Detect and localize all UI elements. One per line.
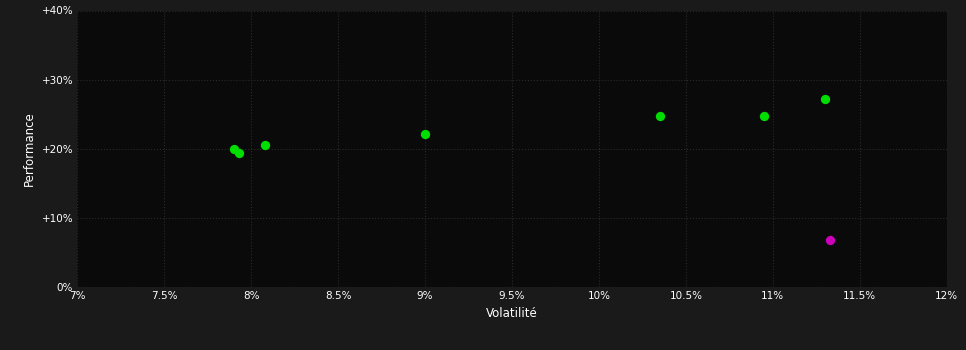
Point — [817, 96, 833, 102]
Point — [257, 142, 272, 148]
Point — [231, 150, 246, 156]
Point — [652, 113, 668, 118]
Point — [756, 113, 772, 118]
X-axis label: Volatilité: Volatilité — [486, 307, 538, 320]
Y-axis label: Performance: Performance — [23, 111, 36, 186]
Point — [226, 146, 242, 152]
Point — [822, 237, 838, 243]
Point — [417, 131, 433, 136]
